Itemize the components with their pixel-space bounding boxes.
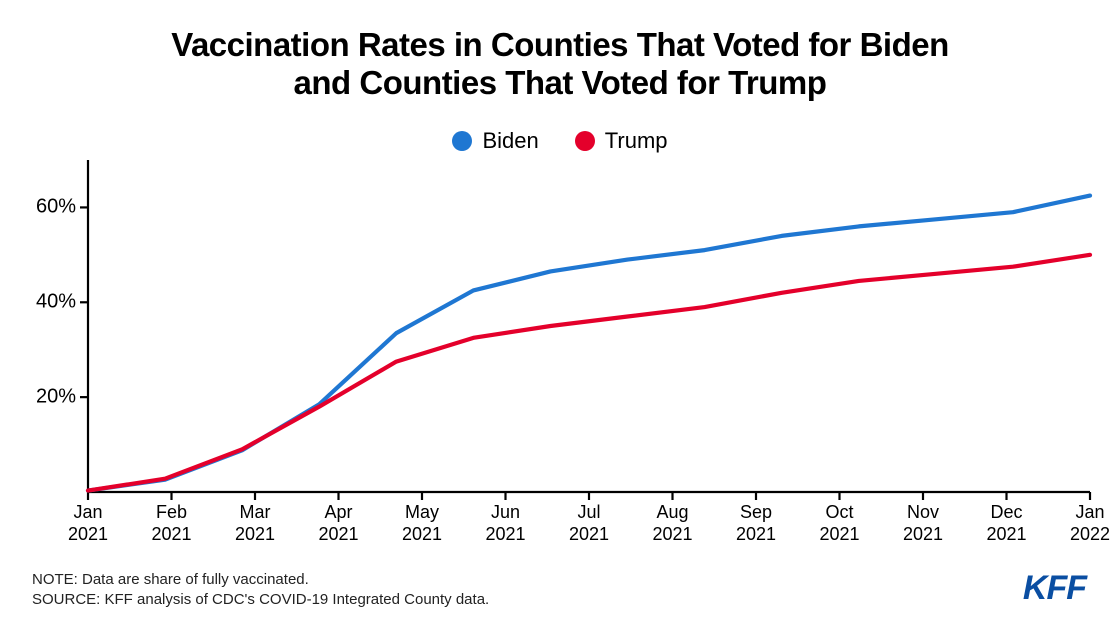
x-tick-label: Jul2021	[569, 502, 609, 545]
note-line-1: NOTE: Data are share of fully vaccinated…	[32, 570, 489, 590]
x-tick-label: Mar2021	[235, 502, 275, 545]
x-tick-label: Apr2021	[318, 502, 358, 545]
legend-label: Biden	[482, 128, 538, 154]
x-tick-label: Dec2021	[986, 502, 1026, 545]
x-tick-label: Nov2021	[903, 502, 943, 545]
legend: Biden Trump	[0, 128, 1120, 156]
title-line-1: Vaccination Rates in Counties That Voted…	[0, 26, 1120, 64]
legend-item: Trump	[575, 128, 668, 154]
x-tick-label: Jan2022	[1070, 502, 1110, 545]
y-tick-label: 40%	[36, 291, 76, 314]
legend-dot-icon	[575, 131, 595, 151]
legend-item: Biden	[452, 128, 538, 154]
x-tick-label: Aug2021	[652, 502, 692, 545]
chart-container: { "title_line1": "Vaccination Rates in C…	[0, 0, 1120, 628]
series-line	[88, 196, 1090, 491]
x-tick-label: Feb2021	[151, 502, 191, 545]
legend-dot-icon	[452, 131, 472, 151]
y-tick-label: 60%	[36, 196, 76, 219]
x-tick-label: Oct2021	[819, 502, 859, 545]
kff-logo: KFF	[1023, 569, 1086, 608]
legend-label: Trump	[605, 128, 668, 154]
note-line-2: SOURCE: KFF analysis of CDC's COVID-19 I…	[32, 590, 489, 610]
x-tick-label: May2021	[402, 502, 442, 545]
x-tick-label: Jan2021	[68, 502, 108, 545]
y-tick-label: 20%	[36, 386, 76, 409]
x-tick-label: Jun2021	[485, 502, 525, 545]
footer-notes: NOTE: Data are share of fully vaccinated…	[32, 570, 489, 611]
title-line-2: and Counties That Voted for Trump	[0, 64, 1120, 102]
series-line	[88, 255, 1090, 491]
x-tick-label: Sep2021	[736, 502, 776, 545]
chart-title: Vaccination Rates in Counties That Voted…	[0, 26, 1120, 102]
